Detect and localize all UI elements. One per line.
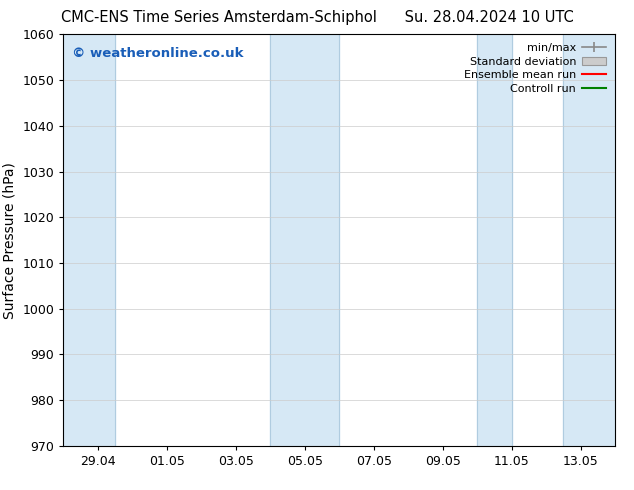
Bar (63, 34, 115, 446)
Y-axis label: Surface Pressure (hPa): Surface Pressure (hPa) (3, 162, 17, 318)
Legend: min/max, Standard deviation, Ensemble mean run, Controll run: min/max, Standard deviation, Ensemble me… (460, 40, 609, 97)
Bar (270, 34, 339, 446)
Text: © weatheronline.co.uk: © weatheronline.co.uk (72, 47, 243, 60)
Bar (563, 34, 615, 446)
Bar (477, 34, 512, 446)
Text: CMC-ENS Time Series Amsterdam-Schiphol      Su. 28.04.2024 10 UTC: CMC-ENS Time Series Amsterdam-Schiphol S… (61, 10, 573, 25)
